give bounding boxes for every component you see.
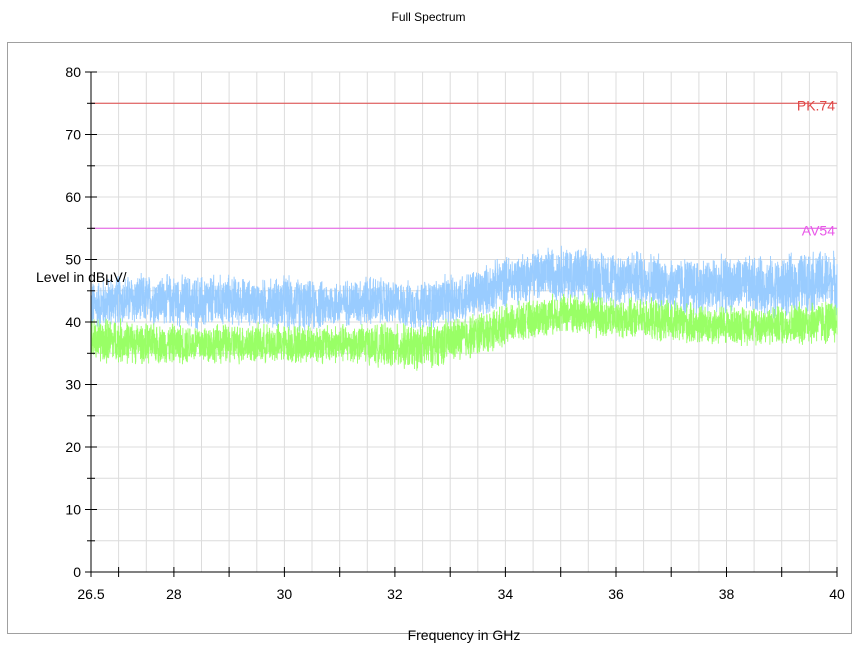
tick-labels: 0 10 20 30 40 50 60 70 80 26.5 28 30 32 34 36 38 40 — [65, 64, 845, 602]
series-trace-1 — [90, 245, 838, 333]
x-tick-label: 36 — [608, 586, 624, 602]
y-tick-label: 20 — [65, 439, 81, 455]
x-axis-title: Frequency in GHz — [408, 627, 521, 643]
y-tick-label: 0 — [73, 564, 81, 580]
x-tick-label: 26.5 — [77, 586, 104, 602]
limit-lines: PK.74 AV54 — [91, 97, 837, 238]
y-tick-label: 40 — [65, 314, 81, 330]
y-tick-label: 70 — [65, 127, 81, 143]
x-tick-label: 32 — [387, 586, 403, 602]
series-traces — [90, 245, 838, 371]
x-tick-label: 30 — [277, 586, 293, 602]
y-tick-label: 50 — [65, 252, 81, 268]
y-tick-label: 80 — [65, 64, 81, 80]
limit-line-label: PK.74 — [797, 97, 835, 113]
limit-line-label: AV54 — [802, 222, 835, 238]
axes — [85, 71, 838, 577]
x-tick-label: 40 — [829, 586, 845, 602]
y-tick-label: 30 — [65, 377, 81, 393]
y-axis-title: Level in dBµV/ — [36, 269, 127, 285]
y-tick-label: 10 — [65, 502, 81, 518]
series-trace-2 — [90, 292, 838, 371]
y-tick-label: 60 — [65, 189, 81, 205]
x-tick-label: 38 — [719, 586, 735, 602]
x-tick-label: 28 — [166, 586, 182, 602]
x-tick-label: 34 — [498, 586, 514, 602]
chart-title: Full Spectrum — [391, 10, 466, 24]
